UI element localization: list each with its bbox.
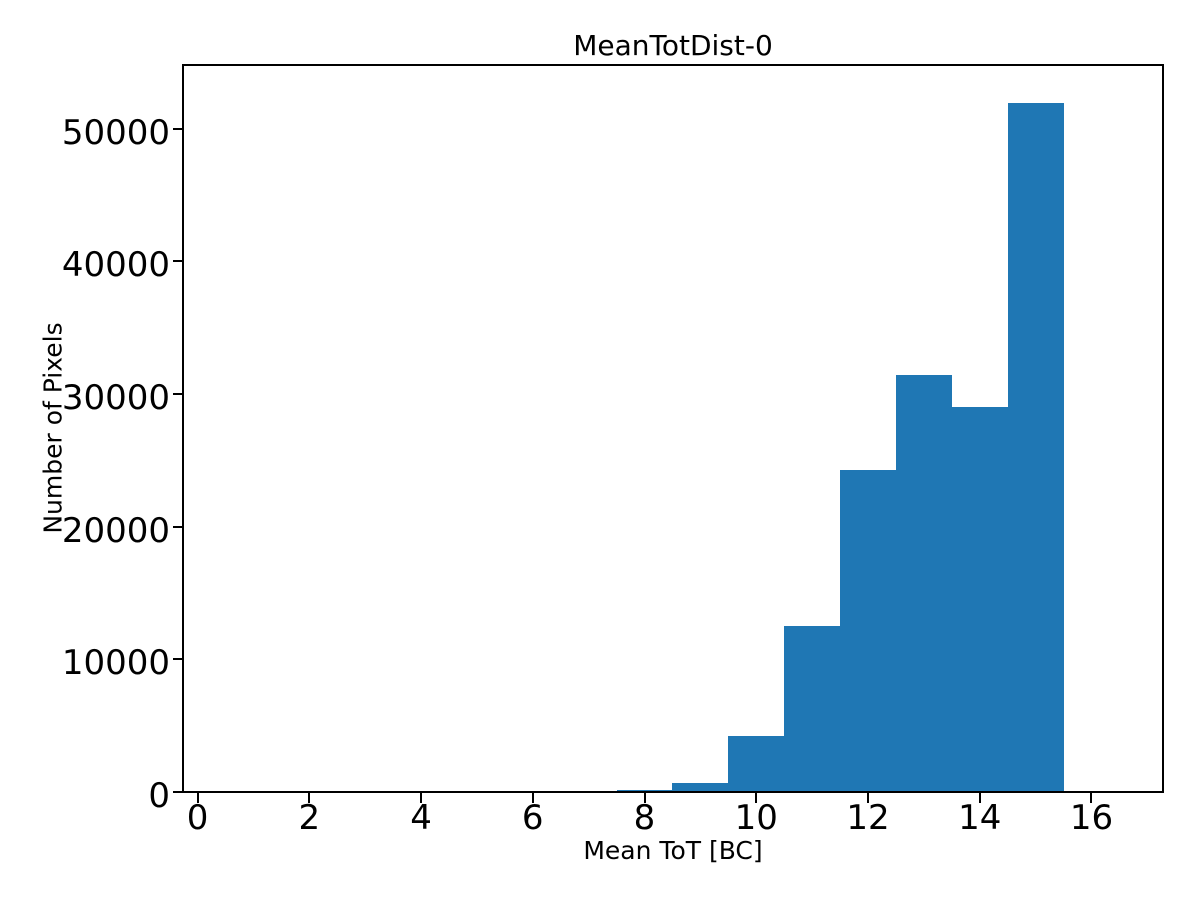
x-tick-mark [420,793,423,803]
x-tick-label: 16 [1069,798,1114,838]
x-tick-mark [308,793,311,803]
x-tick-label: 6 [521,798,544,838]
y-tick-label: 40000 [61,245,170,286]
y-tick-label: 30000 [61,378,170,418]
x-tick-label: 4 [410,798,432,838]
x-tick-label: 10 [734,798,778,838]
x-tick-mark [978,793,981,803]
x-tick-mark [643,793,646,803]
x-tick-mark [531,793,534,803]
x-tick-label: 0 [186,798,209,838]
y-tick-label: 10000 [61,643,170,684]
x-tick-label: 2 [298,798,321,838]
y-axis-label: Number of Pixels [38,322,68,534]
x-tick-mark [196,793,199,803]
x-axis-label: Mean ToT [BC] [583,836,763,865]
x-tick-label: 12 [846,798,890,838]
x-tick-mark [755,793,758,803]
x-tick-label: 8 [633,798,656,838]
plot-border [182,64,1164,793]
x-tick-label: 14 [958,798,1002,838]
x-tick-mark [1090,793,1093,803]
y-tick-label: 50000 [61,112,170,153]
y-tick-label: 20000 [61,510,170,551]
x-tick-mark [866,793,869,803]
chart-title: MeanTotDist-0 [573,29,773,62]
y-tick-label: 0 [148,776,170,816]
